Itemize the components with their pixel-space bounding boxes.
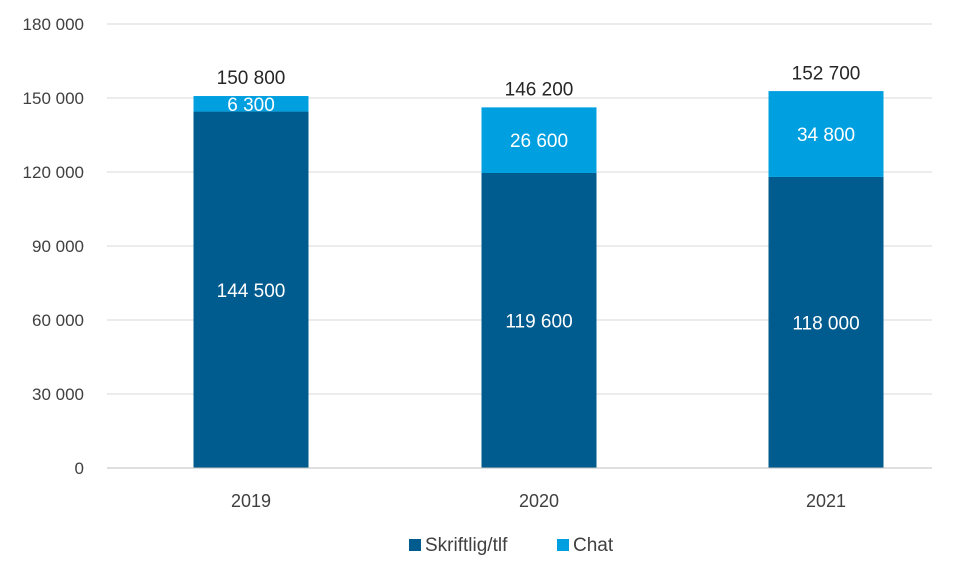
data-label: 6 300 [227,95,275,116]
legend-label: Chat [573,535,614,556]
data-label: 119 600 [505,311,572,332]
y-tick-label: 0 [75,459,84,478]
total-label: 146 200 [505,79,574,100]
bar-segment-skriftlig-tlf [768,176,884,468]
legend-swatch [557,539,569,551]
y-tick-label: 60 000 [32,311,84,330]
bar-segment-chat [193,96,309,112]
bar-segment-skriftlig-tlf [193,111,309,469]
data-label: 144 500 [217,281,286,302]
x-tick-label: 2021 [806,491,846,511]
legend-swatch [409,539,421,551]
x-tick-label: 2019 [231,491,271,511]
bar-segment-skriftlig-tlf [481,172,597,468]
y-tick-label: 150 000 [23,89,84,108]
data-label: 26 600 [510,131,568,152]
x-tick-label: 2020 [519,491,559,511]
bar-segment-chat [481,107,597,173]
y-tick-label: 180 000 [23,15,84,34]
data-label: 34 800 [797,125,855,146]
total-label: 150 800 [217,68,286,89]
data-label: 118 000 [792,313,859,334]
legend-label: Skriftlig/tlf [425,535,508,556]
y-tick-label: 30 000 [32,385,84,404]
y-tick-label: 120 000 [23,163,84,182]
total-label: 152 700 [792,63,861,84]
y-tick-label: 90 000 [32,237,84,256]
bar-segment-chat [768,91,884,177]
